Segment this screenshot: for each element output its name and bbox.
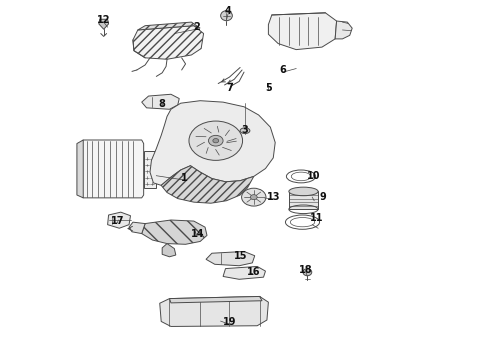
- Polygon shape: [80, 140, 144, 198]
- Polygon shape: [335, 21, 352, 39]
- Polygon shape: [150, 101, 275, 185]
- Ellipse shape: [189, 121, 243, 160]
- Text: 11: 11: [310, 212, 324, 222]
- Polygon shape: [160, 296, 269, 327]
- Text: 18: 18: [299, 265, 313, 275]
- Ellipse shape: [289, 187, 318, 196]
- Polygon shape: [206, 251, 255, 266]
- Ellipse shape: [220, 11, 232, 21]
- Polygon shape: [269, 13, 337, 50]
- Text: 4: 4: [224, 6, 231, 17]
- Text: 6: 6: [280, 65, 286, 75]
- Ellipse shape: [208, 135, 223, 146]
- Ellipse shape: [303, 269, 312, 276]
- Polygon shape: [170, 296, 262, 303]
- Text: 19: 19: [222, 317, 236, 327]
- Text: 12: 12: [97, 15, 110, 25]
- Text: 10: 10: [307, 171, 321, 181]
- Ellipse shape: [153, 166, 159, 172]
- Ellipse shape: [250, 195, 257, 200]
- Polygon shape: [129, 222, 145, 234]
- Polygon shape: [133, 26, 203, 59]
- Polygon shape: [161, 166, 254, 203]
- Text: 15: 15: [234, 251, 248, 261]
- Polygon shape: [144, 152, 156, 188]
- Text: 13: 13: [267, 192, 280, 202]
- Polygon shape: [223, 266, 266, 279]
- Polygon shape: [138, 22, 200, 30]
- Text: 9: 9: [319, 192, 326, 202]
- Polygon shape: [108, 212, 130, 228]
- Text: 2: 2: [193, 22, 199, 32]
- Text: 14: 14: [191, 229, 204, 239]
- Polygon shape: [289, 192, 318, 209]
- Text: 3: 3: [242, 125, 248, 135]
- Polygon shape: [162, 244, 176, 257]
- Ellipse shape: [242, 188, 266, 206]
- Ellipse shape: [287, 170, 316, 183]
- Polygon shape: [142, 94, 179, 109]
- Polygon shape: [142, 220, 207, 244]
- Polygon shape: [99, 19, 109, 29]
- Polygon shape: [77, 140, 83, 198]
- Text: 17: 17: [111, 216, 124, 226]
- Ellipse shape: [213, 139, 219, 143]
- Text: 8: 8: [159, 99, 166, 109]
- Ellipse shape: [286, 215, 319, 229]
- Text: 16: 16: [247, 267, 261, 277]
- Text: 1: 1: [181, 173, 188, 183]
- Text: 7: 7: [226, 83, 233, 93]
- Ellipse shape: [240, 128, 250, 134]
- Text: 5: 5: [265, 83, 272, 93]
